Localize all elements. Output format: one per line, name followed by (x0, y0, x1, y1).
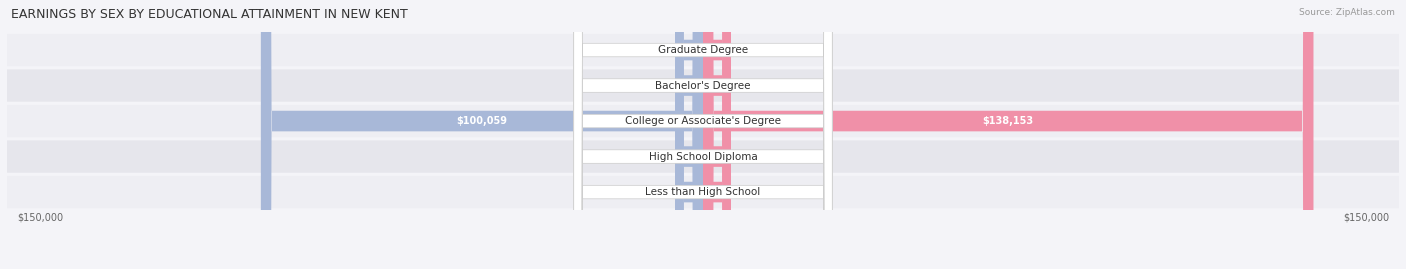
FancyBboxPatch shape (7, 105, 1399, 137)
FancyBboxPatch shape (574, 0, 832, 269)
FancyBboxPatch shape (574, 0, 832, 269)
Text: $0: $0 (735, 80, 747, 91)
FancyBboxPatch shape (7, 176, 1399, 208)
Text: Less than High School: Less than High School (645, 187, 761, 197)
Text: $0: $0 (735, 151, 747, 162)
FancyBboxPatch shape (675, 0, 703, 269)
Text: $0: $0 (659, 151, 671, 162)
Text: $0: $0 (735, 187, 747, 197)
Text: $100,059: $100,059 (457, 116, 508, 126)
Text: $0: $0 (659, 45, 671, 55)
FancyBboxPatch shape (675, 0, 703, 269)
Text: Bachelor's Degree: Bachelor's Degree (655, 80, 751, 91)
Text: High School Diploma: High School Diploma (648, 151, 758, 162)
FancyBboxPatch shape (703, 0, 1313, 269)
Text: College or Associate's Degree: College or Associate's Degree (626, 116, 780, 126)
FancyBboxPatch shape (574, 0, 832, 269)
FancyBboxPatch shape (675, 0, 703, 269)
FancyBboxPatch shape (675, 0, 703, 269)
FancyBboxPatch shape (7, 69, 1399, 102)
Text: $138,153: $138,153 (983, 116, 1033, 126)
FancyBboxPatch shape (703, 0, 731, 269)
FancyBboxPatch shape (7, 34, 1399, 66)
FancyBboxPatch shape (703, 0, 731, 269)
FancyBboxPatch shape (7, 140, 1399, 173)
Text: $0: $0 (659, 80, 671, 91)
Text: $0: $0 (659, 187, 671, 197)
Text: EARNINGS BY SEX BY EDUCATIONAL ATTAINMENT IN NEW KENT: EARNINGS BY SEX BY EDUCATIONAL ATTAINMEN… (11, 8, 408, 21)
FancyBboxPatch shape (703, 0, 731, 269)
Text: Graduate Degree: Graduate Degree (658, 45, 748, 55)
Text: $0: $0 (735, 45, 747, 55)
Text: Source: ZipAtlas.com: Source: ZipAtlas.com (1299, 8, 1395, 17)
FancyBboxPatch shape (703, 0, 731, 269)
FancyBboxPatch shape (262, 0, 703, 269)
FancyBboxPatch shape (574, 0, 832, 269)
FancyBboxPatch shape (574, 0, 832, 269)
